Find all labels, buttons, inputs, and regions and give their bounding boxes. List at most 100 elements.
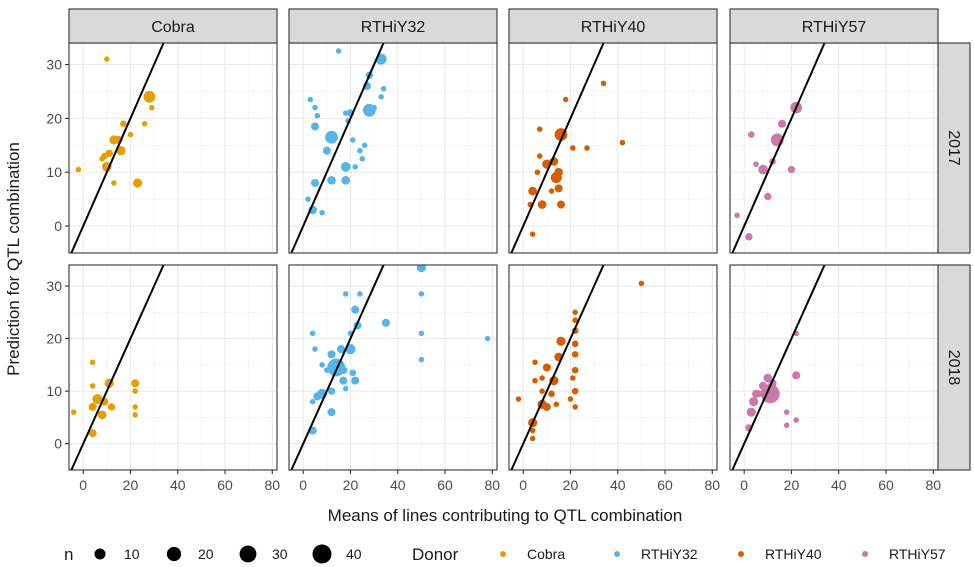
reference-line bbox=[70, 265, 165, 470]
legend-color-key bbox=[862, 551, 868, 557]
data-point bbox=[529, 435, 536, 442]
data-point bbox=[75, 166, 82, 173]
panel-border bbox=[288, 264, 498, 471]
strip-RTHiY57 bbox=[729, 8, 939, 44]
data-point bbox=[567, 396, 574, 402]
data-point bbox=[542, 402, 551, 411]
data-point bbox=[539, 375, 545, 381]
legend-color-label: RTHiY40 bbox=[765, 546, 822, 562]
data-point bbox=[418, 356, 425, 363]
data-point bbox=[764, 192, 772, 201]
data-point bbox=[89, 383, 96, 389]
data-point bbox=[534, 169, 541, 175]
data-point bbox=[322, 146, 331, 155]
x-tick-label: 20 bbox=[563, 477, 579, 493]
data-point bbox=[536, 153, 543, 159]
data-point bbox=[132, 404, 138, 410]
panel-RTHiY57-2017 bbox=[729, 42, 939, 254]
legend-color-key bbox=[614, 551, 620, 557]
data-point bbox=[97, 410, 107, 420]
data-point bbox=[319, 209, 325, 216]
data-point bbox=[342, 291, 349, 297]
x-tick-label: 20 bbox=[123, 477, 139, 493]
data-point bbox=[88, 402, 97, 411]
x-tick-label: 60 bbox=[878, 477, 894, 493]
legend-color-title: Donor bbox=[412, 545, 459, 564]
data-point bbox=[351, 305, 360, 314]
strip-2018 bbox=[937, 264, 971, 471]
data-point bbox=[553, 401, 560, 408]
data-point bbox=[132, 388, 138, 394]
panel-background bbox=[69, 265, 277, 470]
strip-label: RTHiY57 bbox=[802, 19, 867, 36]
legend-size-key bbox=[312, 544, 332, 564]
data-point bbox=[746, 407, 756, 417]
x-tick-label: 20 bbox=[343, 477, 359, 493]
data-point bbox=[562, 96, 569, 103]
x-tick-label: 40 bbox=[610, 477, 626, 493]
data-point bbox=[571, 340, 579, 348]
data-point bbox=[548, 390, 555, 398]
data-point bbox=[787, 165, 796, 174]
data-point bbox=[327, 175, 336, 185]
point-layer bbox=[308, 265, 491, 435]
data-point bbox=[556, 200, 566, 209]
data-point bbox=[529, 231, 536, 237]
data-point bbox=[104, 56, 110, 62]
panel-RTHiY57-2018 bbox=[729, 264, 939, 471]
strip-label: RTHiY40 bbox=[581, 19, 646, 36]
legend: n 10 20 30 40 Donor Cobra RTHiY32 RTHiY40 RTHiY57 bbox=[64, 544, 946, 564]
data-point bbox=[335, 48, 342, 54]
data-point bbox=[341, 175, 351, 185]
data-point bbox=[325, 130, 338, 144]
data-point bbox=[734, 212, 740, 219]
y-axis-label: Prediction for QTL combination bbox=[4, 142, 23, 376]
data-point bbox=[132, 412, 138, 418]
data-point bbox=[120, 120, 127, 128]
x-tick-label: 80 bbox=[704, 477, 720, 493]
panel-RTHiY40-2017 bbox=[508, 42, 718, 254]
data-point bbox=[539, 388, 545, 394]
legend-color-key bbox=[500, 551, 506, 557]
legend-color-label: Cobra bbox=[527, 546, 565, 562]
data-point bbox=[638, 280, 645, 287]
reference-line bbox=[290, 43, 385, 253]
data-point bbox=[556, 336, 566, 346]
legend-color-label: RTHiY57 bbox=[889, 546, 946, 562]
panel-border bbox=[68, 264, 278, 471]
strip-label: 2017 bbox=[945, 130, 962, 166]
data-point bbox=[312, 104, 318, 111]
data-point bbox=[111, 180, 117, 186]
legend-color-key bbox=[738, 551, 744, 557]
data-point bbox=[339, 366, 348, 375]
data-point bbox=[570, 145, 576, 151]
y-tick-label: 0 bbox=[54, 218, 62, 234]
data-point bbox=[554, 167, 563, 177]
strip-Cobra bbox=[68, 8, 278, 44]
data-point bbox=[116, 146, 126, 156]
x-axis-label: Means of lines contributing to QTL combi… bbox=[328, 506, 683, 525]
data-point bbox=[107, 403, 116, 411]
facet-strips: Cobra RTHiY32 RTHiY40 RTHiY57 2017 2018 bbox=[68, 8, 971, 471]
strip-label: Cobra bbox=[151, 19, 195, 36]
x-tick-label: 80 bbox=[925, 477, 941, 493]
data-point bbox=[350, 137, 356, 143]
legend-size-key bbox=[94, 548, 106, 560]
data-point bbox=[418, 291, 425, 297]
data-point bbox=[327, 350, 336, 359]
panel-background bbox=[289, 265, 497, 470]
data-point bbox=[753, 161, 759, 167]
x-tick-label: 20 bbox=[784, 477, 800, 493]
data-point bbox=[357, 147, 363, 154]
panel-background bbox=[289, 43, 497, 253]
data-point bbox=[600, 80, 607, 87]
strip-RTHiY32 bbox=[288, 8, 498, 44]
data-point bbox=[542, 363, 551, 372]
legend-size-key bbox=[166, 546, 182, 562]
data-point bbox=[515, 396, 522, 402]
reference-line bbox=[510, 43, 605, 253]
data-point bbox=[141, 121, 148, 127]
data-point bbox=[380, 86, 387, 92]
data-point bbox=[570, 375, 576, 381]
